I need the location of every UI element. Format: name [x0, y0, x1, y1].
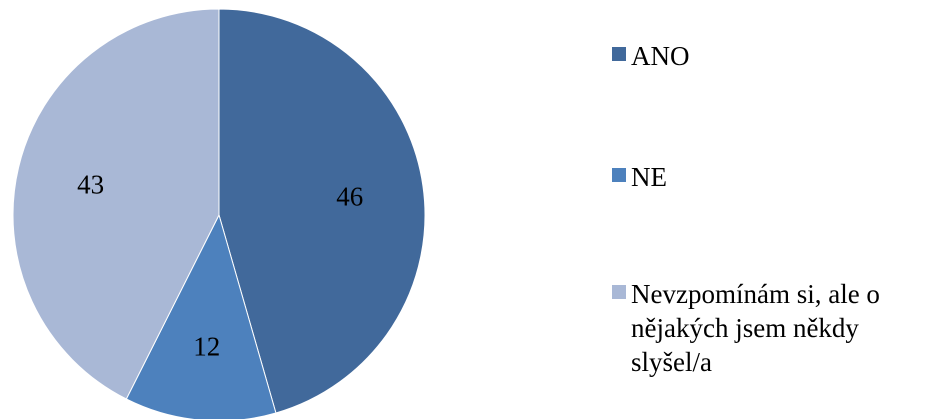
pie-slice-ne [125, 213, 277, 419]
legend-item-nevzpominam-si-ale-o-nejakych-jsem-nekdy-slysel-a: Nevzpomínám si, ale o nějakých jsem někdy… [612, 279, 880, 377]
legend-item-ano: ANO [612, 41, 690, 71]
legend-swatch [612, 47, 626, 61]
legend-item-ne: NE [612, 162, 667, 192]
pie-slices [12, 8, 426, 419]
legend-label: Nevzpomínám si, ale o nějakých jsem někdy… [631, 279, 880, 377]
data-label-nevzpominam-si-ale-o-nejakych-jsem-nekdy-slysel-a: 43 [77, 169, 104, 199]
pie-data-labels: 46 12 43 [77, 169, 363, 361]
data-label-ne: 12 [193, 331, 220, 361]
data-label-ano: 46 [336, 182, 363, 212]
legend: ANO NE Nevzpomínám si, ale o nějakých jsem … [612, 41, 880, 377]
legend-swatch [612, 285, 626, 299]
legend-label: NE [631, 162, 667, 192]
pie-slice-nevzpominam-si-ale-o-nejakych-jsem-nekdy-slysel-a [12, 8, 220, 400]
legend-swatch [612, 168, 626, 182]
legend-label: ANO [631, 41, 690, 71]
pie-slice-ano [218, 8, 426, 414]
